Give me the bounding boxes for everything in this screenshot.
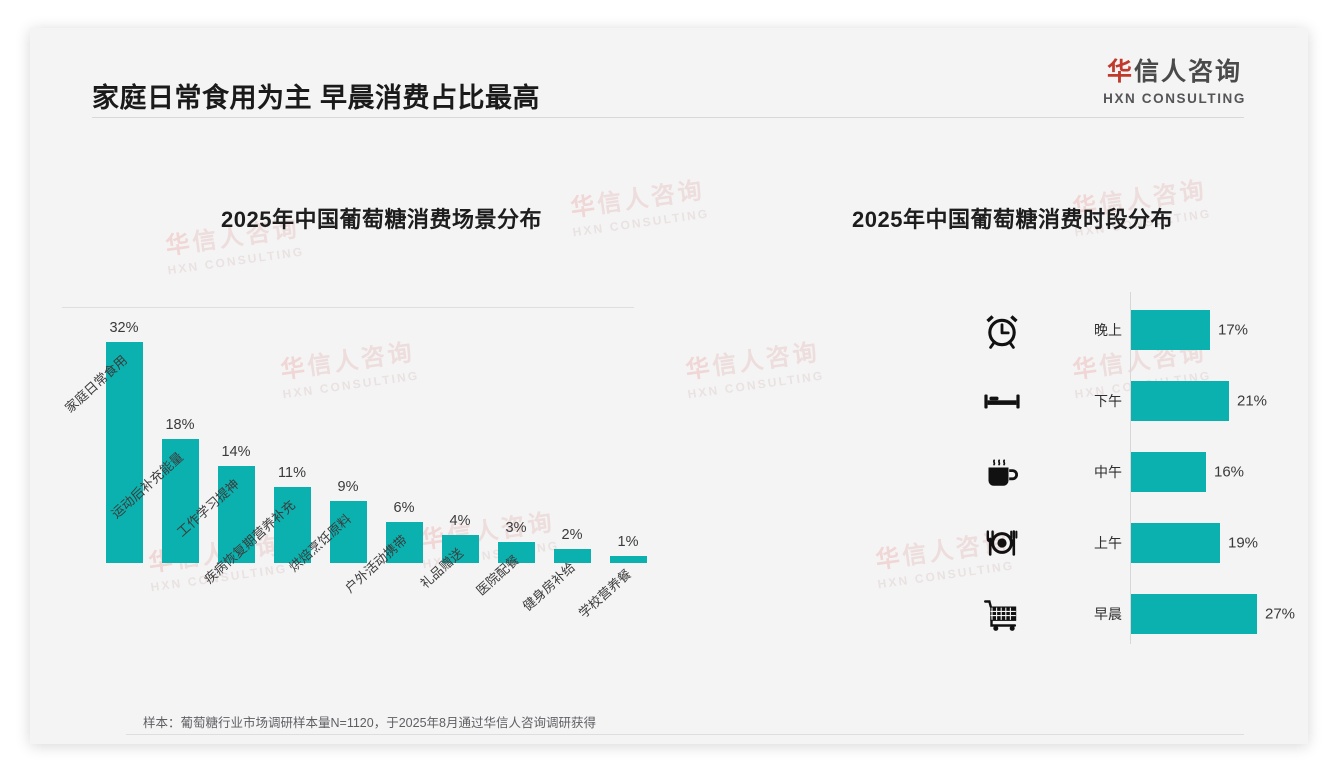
watermark-rest-chars: 信人咨询 (710, 338, 822, 381)
column-bar[interactable] (105, 342, 143, 563)
watermark-accent-char: 华 (163, 229, 195, 261)
bed-icon (982, 381, 1022, 421)
bar-category-label: 早晨 (1094, 605, 1122, 622)
column-value-label: 9% (337, 479, 359, 495)
bar-value-label: 21% (1237, 392, 1268, 409)
column-group: 14% 工作学习提神 (174, 444, 268, 563)
column-group: 1% 学校营养餐 (576, 534, 660, 621)
brand-logo-english: HXN CONSULTING (1103, 91, 1246, 106)
column-value-label: 3% (505, 520, 527, 536)
column-value-label: 11% (278, 465, 306, 481)
sample-footnote: 样本：葡萄糖行业市场调研样本量N=1120，于2025年8月通过华信人咨询调研获… (143, 716, 596, 730)
watermark-chinese: 华信人咨询 (568, 176, 708, 223)
brand-logo-rest-chars: 信人咨询 (1134, 58, 1243, 86)
left-chart-plot-area: 32% 家庭日常食用 18% 运动后补充能量 14% 工作学习提神 11% 疾病恢复期营养补充… (62, 284, 696, 684)
bar-row: 中午 16% (960, 436, 1290, 507)
bar-fill[interactable] (1131, 593, 1257, 634)
bar-value-label: 27% (1265, 605, 1296, 622)
dinner-plate-icon (982, 523, 1022, 563)
slide-card: 家庭日常食用为主 早晨消费占比最高 华信人咨询 HXN CONSULTING 华… (30, 28, 1308, 744)
column-value-label: 32% (109, 320, 139, 336)
bar-value-label: 17% (1218, 321, 1249, 338)
alarm-clock-icon (982, 310, 1022, 350)
right-chart-plot-area: 晚上 17% 下午 21% 中午 16% 上午 19% 早晨 27% (960, 284, 1295, 656)
watermark: 华信人咨询 HXN CONSULTING (568, 176, 711, 240)
watermark-english: HXN CONSULTING (571, 206, 711, 240)
brand-logo-accent-char: 华 (1107, 58, 1135, 86)
page-title: 家庭日常食用为主 早晨消费占比最高 (92, 83, 541, 113)
bar-category-label: 晚上 (1094, 321, 1122, 338)
bar-row: 晚上 17% (960, 294, 1290, 365)
bar-category-label: 下午 (1094, 392, 1122, 409)
column-group: 9% 烘焙烹饪原料 (286, 479, 380, 575)
shopping-cart-icon (982, 594, 1022, 634)
column-value-label: 4% (449, 513, 471, 529)
bar-category-label: 中午 (1094, 463, 1122, 480)
column-bar[interactable] (385, 522, 423, 563)
left-chart-title: 2025年中国葡萄糖消费场景分布 (221, 207, 542, 232)
coffee-mug-icon (982, 452, 1022, 492)
column-bar[interactable] (441, 535, 479, 563)
column-value-label: 18% (165, 417, 195, 433)
watermark-rest-chars: 信人咨询 (595, 176, 707, 219)
watermark-english: HXN CONSULTING (686, 368, 826, 402)
column-group: 11% 疾病恢复期营养补充 (201, 465, 324, 587)
column-bar[interactable] (161, 439, 199, 563)
column-bar[interactable] (217, 466, 255, 563)
watermark-accent-char: 华 (568, 191, 600, 223)
column-bar[interactable] (273, 487, 311, 563)
left-chart-baseline (62, 307, 634, 308)
column-group: 4% 礼品赠送 (417, 513, 492, 591)
brand-logo: 华信人咨询 HXN CONSULTING (1103, 60, 1246, 106)
column-value-label: 14% (221, 444, 251, 460)
column-category-label: 学校营养餐 (575, 566, 635, 621)
column-category-label: 健身房补给 (519, 559, 579, 614)
bar-row: 上午 19% (960, 507, 1290, 578)
column-value-label: 1% (617, 534, 639, 550)
bar-row: 下午 21% (960, 365, 1290, 436)
column-group: 32% 家庭日常食用 (62, 320, 156, 563)
column-bar[interactable] (497, 542, 535, 563)
bar-fill[interactable] (1131, 380, 1229, 421)
bar-fill[interactable] (1131, 309, 1210, 350)
watermark: 华信人咨询 HXN CONSULTING (683, 338, 826, 402)
column-group: 3% 医院配餐 (473, 520, 548, 598)
bar-category-label: 上午 (1094, 534, 1122, 551)
column-bar[interactable] (609, 556, 647, 563)
bar-value-label: 16% (1214, 463, 1245, 480)
column-value-label: 2% (561, 527, 583, 543)
watermark-chinese: 华信人咨询 (683, 338, 823, 385)
column-value-label: 6% (393, 500, 415, 516)
column-group: 2% 健身房补给 (520, 527, 604, 614)
bar-row: 早晨 27% (960, 578, 1295, 649)
footer-divider (126, 734, 1244, 735)
header-divider (92, 117, 1244, 118)
right-chart-title: 2025年中国葡萄糖消费时段分布 (852, 207, 1173, 232)
bar-fill[interactable] (1131, 522, 1220, 563)
column-bar[interactable] (553, 549, 591, 563)
slide-header: 家庭日常食用为主 早晨消费占比最高 华信人咨询 HXN CONSULTING (30, 28, 1308, 120)
watermark-english: HXN CONSULTING (166, 244, 306, 278)
column-bar[interactable] (329, 501, 367, 563)
watermark-accent-char: 华 (873, 543, 905, 575)
bar-value-label: 19% (1228, 534, 1259, 551)
bar-fill[interactable] (1131, 451, 1206, 492)
column-group: 6% 户外活动携带 (342, 500, 436, 596)
column-group: 18% 运动后补充能量 (108, 417, 212, 563)
brand-logo-chinese: 华信人咨询 (1103, 60, 1246, 85)
right-chart-axis-line (1130, 292, 1131, 644)
